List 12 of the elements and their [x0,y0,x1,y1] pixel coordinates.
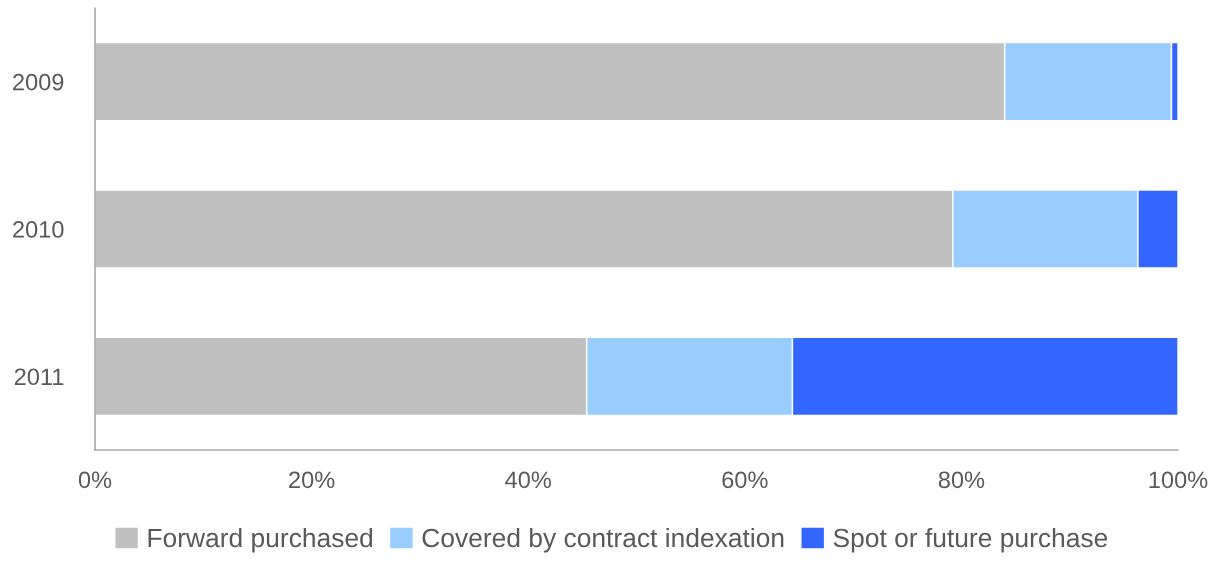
y-tick-label: 2009 [13,73,64,91]
x-tick-label: 60% [722,471,768,489]
legend-label: Forward purchased [148,527,373,553]
y-tick-label: 2011 [14,368,64,386]
x-tick-label: 20% [289,471,335,489]
x-tick-label: 40% [505,471,551,489]
x-tick-label: 80% [938,471,985,489]
y-tick-label: 2010 [13,221,64,238]
x-tick-label: 0% [78,471,112,489]
legend-label: Spot or future purchase [833,527,1108,553]
legend-label: Covered by contract indexation [422,527,784,553]
x-tick-label: 100% [1149,471,1208,489]
